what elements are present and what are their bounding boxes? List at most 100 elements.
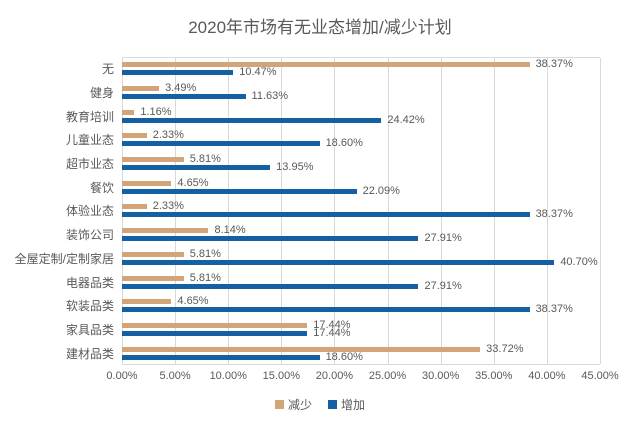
bar-decrease[interactable] — [122, 346, 481, 352]
x-axis-ticks: 0.00% 5.00% 10.00% 15.00% 20.00% 25.00% 30.00%… — [106, 370, 618, 384]
bar-decrease[interactable] — [122, 180, 172, 186]
bar-group: 3.49% 11.63% — [122, 81, 600, 105]
bar-increase[interactable] — [122, 117, 382, 123]
bar-line: 4.65% — [122, 296, 600, 307]
bar-line: 27.91% — [122, 232, 600, 245]
bar-decrease[interactable] — [122, 275, 184, 281]
bar-line: 3.49% — [122, 83, 600, 94]
bar-increase[interactable] — [122, 70, 234, 76]
legend-swatch-increase-icon — [328, 400, 337, 409]
bar-group: 33.72% 18.60% — [122, 341, 600, 365]
category-row: 软装品类 4.65% 38.37% — [0, 294, 600, 318]
bar-line: 40.70% — [122, 255, 600, 268]
data-label: 17.44% — [313, 318, 351, 331]
bar-decrease[interactable] — [122, 228, 209, 234]
bar-increase[interactable] — [122, 354, 320, 360]
x-tick-label: 15.00% — [262, 370, 300, 382]
bar-increase[interactable] — [122, 236, 419, 242]
x-tick-label: 10.00% — [209, 370, 247, 382]
bar-line: 13.95% — [122, 161, 600, 174]
legend-item-decrease[interactable]: 减少 — [274, 396, 312, 413]
legend-item-increase[interactable]: 增加 — [328, 396, 365, 413]
bar-decrease[interactable] — [122, 86, 160, 92]
data-label: 18.60% — [325, 137, 363, 150]
bar-increase[interactable] — [122, 188, 357, 194]
bar-group: 2.33% 38.37% — [122, 199, 600, 223]
bar-group: 38.37% 10.47% — [122, 57, 600, 81]
bar-group: 8.14% 27.91% — [122, 223, 600, 247]
category-label: 装饰公司 — [65, 228, 114, 243]
bar-line: 11.63% — [122, 90, 600, 103]
bar-group: 4.65% 22.09% — [122, 175, 600, 199]
bar-line: 4.65% — [122, 176, 600, 189]
bar-line: 38.37% — [122, 59, 600, 70]
data-label: 1.16% — [140, 105, 172, 118]
data-label: 13.95% — [276, 161, 314, 174]
bar-decrease[interactable] — [122, 157, 184, 163]
data-label: 11.63% — [251, 90, 289, 103]
x-tick-label: 30.00% — [422, 370, 460, 382]
data-label: 18.60% — [325, 350, 363, 363]
bar-line: 5.81% — [122, 153, 600, 166]
x-tick-label: 25.00% — [368, 370, 407, 382]
data-label: 38.37% — [535, 208, 573, 221]
category-row: 教育培训 1.16% 24.42% — [0, 104, 600, 128]
bar-decrease[interactable] — [122, 322, 308, 328]
bar-increase[interactable] — [122, 307, 530, 313]
category-label: 健身 — [89, 86, 114, 101]
chart-rows: 无 38.37% 10.47% 健身 3.49% 11.63% 教育培训 1.16% 24.42… — [0, 57, 600, 365]
bar-group: 17.44% 17.44% — [122, 318, 600, 342]
bar-increase[interactable] — [122, 141, 320, 147]
data-label: 4.65% — [177, 176, 209, 189]
legend: 减少 增加 — [0, 396, 640, 413]
gridline — [546, 58, 548, 364]
bar-decrease[interactable] — [122, 62, 530, 68]
category-label: 家具品类 — [65, 322, 114, 337]
data-label: 40.70% — [560, 255, 598, 268]
legend-label-decrease: 减少 — [287, 398, 312, 412]
bar-group: 4.65% 38.37% — [122, 294, 600, 318]
category-row: 健身 3.49% 11.63% — [0, 81, 600, 105]
bar-line: 17.44% — [122, 326, 600, 339]
gridline — [334, 58, 336, 364]
bar-line: 38.37% — [122, 304, 600, 315]
bar-increase[interactable] — [122, 259, 555, 265]
data-label: 5.81% — [189, 247, 221, 260]
bar-decrease[interactable] — [122, 109, 135, 115]
x-tick-label: 35.00% — [475, 370, 513, 382]
gridline — [175, 58, 177, 364]
category-label: 餐饮 — [89, 180, 114, 195]
gridline — [387, 58, 389, 364]
chart-title: 2020年市场有无业态增加/减少计划 — [188, 18, 452, 37]
bar-increase[interactable] — [122, 330, 308, 336]
category-label: 儿童业态 — [65, 133, 114, 148]
data-label: 27.91% — [424, 232, 462, 245]
category-label: 无 — [101, 62, 114, 77]
data-label: 5.81% — [189, 271, 221, 284]
x-tick-label: 40.00% — [528, 370, 566, 382]
bar-decrease[interactable] — [122, 133, 147, 139]
bar-decrease[interactable] — [122, 204, 147, 210]
category-row: 电器品类 5.81% 27.91% — [0, 270, 600, 294]
bar-increase[interactable] — [122, 165, 271, 171]
bar-increase[interactable] — [122, 94, 246, 100]
bar-increase[interactable] — [122, 283, 419, 289]
category-row: 家具品类 17.44% 17.44% — [0, 318, 600, 342]
category-row: 装饰公司 8.14% 27.91% — [0, 223, 600, 247]
bar-line: 17.44% — [122, 318, 600, 331]
bar-line: 18.60% — [122, 350, 600, 363]
bar-line: 10.47% — [122, 67, 600, 78]
bar-line: 1.16% — [122, 105, 600, 118]
data-label: 17.44% — [313, 326, 351, 339]
bar-decrease[interactable] — [122, 251, 184, 257]
data-label: 33.72% — [486, 342, 524, 355]
data-label: 5.81% — [189, 153, 221, 166]
category-label: 全屋定制/定制家居 — [14, 251, 114, 266]
bar-increase[interactable] — [122, 212, 530, 218]
gridline — [122, 58, 123, 364]
x-tick-label: 5.00% — [159, 370, 191, 382]
bar-line: 18.60% — [122, 137, 600, 150]
gridline — [281, 58, 283, 364]
bar-decrease[interactable] — [122, 299, 172, 305]
